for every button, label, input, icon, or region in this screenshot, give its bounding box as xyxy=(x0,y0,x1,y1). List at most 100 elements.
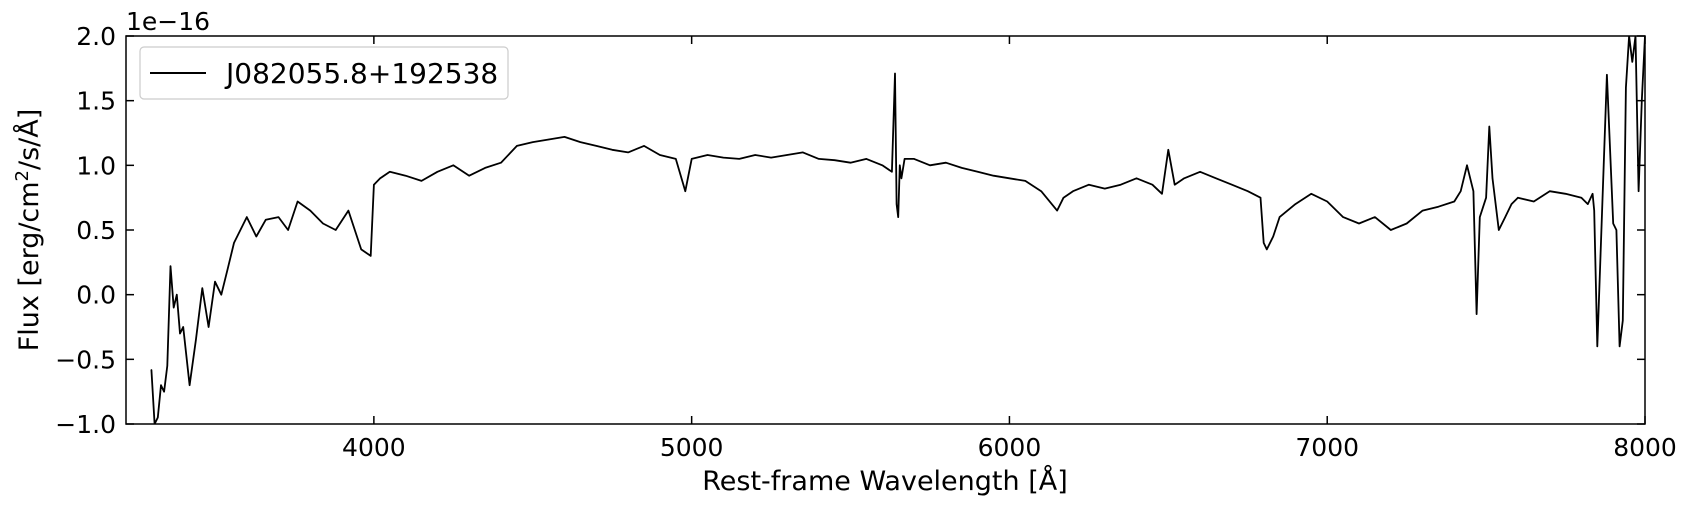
data-point xyxy=(992,175,995,177)
data-point xyxy=(220,294,222,296)
data-point xyxy=(379,177,381,179)
data-point xyxy=(1072,190,1074,192)
data-point xyxy=(1266,248,1268,250)
data-point xyxy=(452,164,454,166)
data-point xyxy=(1641,100,1643,102)
data-point xyxy=(1485,197,1487,199)
data-point xyxy=(1161,193,1163,195)
data-point xyxy=(786,154,788,156)
data-point xyxy=(1587,203,1589,205)
data-point xyxy=(1612,222,1614,225)
data-point xyxy=(195,339,197,341)
data-point xyxy=(945,162,947,164)
data-point xyxy=(802,151,804,153)
x-tick-label: 5000 xyxy=(660,433,724,462)
data-point xyxy=(1088,184,1090,186)
data-point xyxy=(166,365,168,367)
data-point xyxy=(1024,180,1026,182)
y-tick-label: 1.5 xyxy=(76,87,116,116)
data-point xyxy=(738,158,740,160)
data-point xyxy=(865,158,868,160)
y-offset-label: 1e−16 xyxy=(126,7,210,36)
data-point xyxy=(894,72,896,75)
data-point xyxy=(208,326,210,328)
data-point xyxy=(1422,210,1424,212)
data-point xyxy=(1120,184,1122,186)
data-point xyxy=(1326,200,1328,203)
data-point xyxy=(1135,177,1138,179)
data-point xyxy=(1453,200,1455,203)
data-point xyxy=(684,190,686,192)
data-point xyxy=(899,164,901,166)
data-point xyxy=(891,171,893,173)
series-layer xyxy=(150,36,1645,424)
data-point xyxy=(246,216,248,218)
legend-label: J082055.8+192538 xyxy=(224,57,498,90)
data-point xyxy=(287,229,289,231)
data-point xyxy=(1498,229,1500,231)
data-point xyxy=(1374,216,1376,218)
x-tick-label: 6000 xyxy=(978,433,1042,462)
data-point xyxy=(1476,313,1478,315)
data-point xyxy=(548,138,550,141)
y-tick-label: −0.5 xyxy=(55,345,116,374)
y-tick-label: −1.0 xyxy=(55,410,116,439)
data-point xyxy=(1310,193,1312,195)
data-point xyxy=(1390,229,1392,231)
data-point xyxy=(405,175,407,177)
data-point xyxy=(691,158,693,160)
x-axis-label: Rest-frame Wavelength [Å] xyxy=(702,465,1068,497)
data-point xyxy=(1062,197,1065,199)
data-point xyxy=(1615,229,1617,231)
data-point xyxy=(173,307,175,309)
data-point xyxy=(1056,210,1058,212)
data-point xyxy=(201,287,203,289)
data-point xyxy=(347,210,349,212)
data-point xyxy=(563,136,566,138)
data-point xyxy=(176,294,178,296)
y-axis: −1.0 −0.5 0.0 0.5 1.0 1.5 2.0 xyxy=(55,22,1645,439)
data-point xyxy=(157,416,159,419)
data-point xyxy=(1466,164,1468,166)
data-point xyxy=(189,384,191,386)
data-point xyxy=(1596,345,1598,347)
data-point xyxy=(1622,319,1624,322)
data-point xyxy=(1358,222,1360,225)
data-point xyxy=(627,151,629,153)
data-point xyxy=(595,145,597,147)
data-point xyxy=(754,154,756,156)
data-point xyxy=(1603,164,1605,166)
data-point xyxy=(389,171,391,173)
data-point xyxy=(611,149,613,151)
data-point xyxy=(1272,235,1274,238)
data-point xyxy=(1183,177,1185,179)
x-axis: 4000 5000 6000 7000 8000 xyxy=(342,36,1677,462)
data-point xyxy=(881,164,883,166)
data-point xyxy=(233,242,235,244)
data-point xyxy=(1638,190,1640,192)
data-point xyxy=(179,332,181,335)
data-point xyxy=(961,167,963,169)
data-point xyxy=(1342,216,1344,218)
data-point xyxy=(1504,216,1506,218)
data-point xyxy=(163,391,165,393)
data-point xyxy=(265,219,267,221)
y-axis-label-part2: /s/Å] xyxy=(13,109,45,170)
data-point xyxy=(297,200,299,203)
data-point xyxy=(436,171,438,173)
data-point xyxy=(1533,200,1535,203)
data-point xyxy=(239,229,241,231)
data-point xyxy=(1294,203,1296,205)
data-point xyxy=(722,157,725,159)
data-point xyxy=(1625,87,1627,89)
data-point xyxy=(1488,125,1490,128)
data-point xyxy=(1199,171,1201,173)
data-point xyxy=(1593,210,1595,212)
data-point xyxy=(335,229,337,231)
data-point xyxy=(277,216,280,218)
data-point xyxy=(818,158,820,160)
data-point xyxy=(1437,206,1439,208)
data-point xyxy=(420,180,423,182)
data-point xyxy=(1592,193,1594,195)
